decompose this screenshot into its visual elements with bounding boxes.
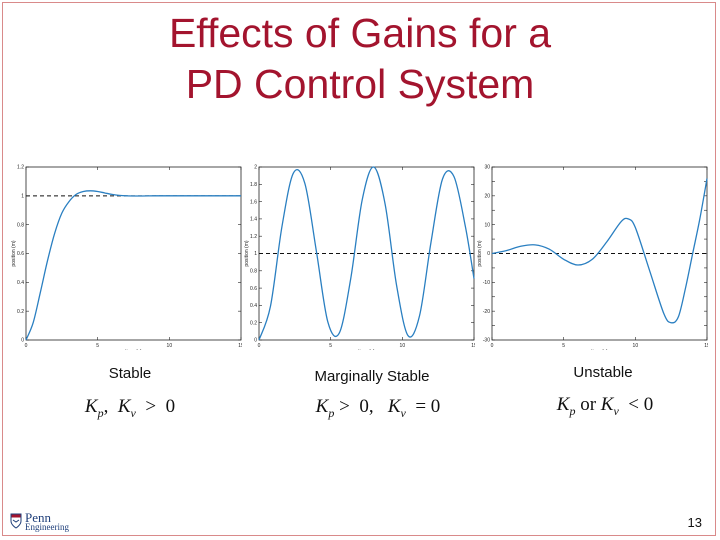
y-tick-label: 2: [254, 165, 257, 171]
x-tick-label: 0: [491, 343, 494, 349]
plot-area: [25, 166, 242, 341]
logo-sub: Engineering: [25, 522, 69, 532]
x-tick-label: 15: [471, 343, 475, 349]
x-tick-label: 15: [238, 343, 242, 349]
y-tick-label: 0.8: [250, 269, 257, 275]
y-tick-label: 30: [484, 165, 490, 171]
marginally-stable-response-chart: 0 5 10 15 0 0.2 0.4 0.6 0.8 1 1.2 1.4 1.6 1.8 2 time (s…: [243, 160, 475, 350]
y-tick-label: 0.4: [250, 303, 257, 309]
y-tick-label: 1: [254, 251, 257, 257]
math-k: K: [600, 394, 614, 415]
title-line-2: PD Control System: [185, 61, 535, 107]
y-tick-label: 0: [254, 338, 257, 344]
math-rest: = 0: [405, 396, 441, 417]
y-tick-label: -10: [483, 280, 490, 286]
caption-unstable: Unstable: [573, 364, 633, 381]
y-axis-label: position (m): [11, 240, 17, 266]
condition-unstable: Kp or Kv < 0: [490, 394, 720, 419]
math-sub: v: [400, 405, 406, 420]
x-tick-label: 5: [562, 343, 565, 349]
response-line: [258, 166, 475, 341]
y-tick-label: 1: [21, 194, 24, 200]
y-tick-label: 1.2: [17, 165, 24, 171]
x-tick-label: 10: [400, 343, 406, 349]
math-sub: v: [613, 403, 619, 418]
y-tick-label: 0: [487, 251, 490, 257]
math-sep: > 0,: [334, 396, 388, 417]
y-tick-label: 0.4: [17, 280, 24, 286]
y-tick-label: 0.6: [17, 251, 24, 257]
caption-stable: Stable: [108, 365, 152, 382]
title-line-1: Effects of Gains for a: [168, 10, 552, 56]
y-tick-label: 0: [21, 338, 24, 344]
math-rest: > 0: [135, 396, 176, 417]
y-tick-label: 0.6: [250, 286, 257, 292]
condition-marginally-stable: Kp > 0, Kv = 0: [258, 396, 498, 421]
unstable-response-chart: 0 5 10 15 -30 -20 -10 0 10 20 30 time (s) position (…: [476, 160, 708, 350]
math-sep: or: [575, 394, 601, 415]
y-tick-label: 0.8: [17, 222, 24, 228]
math-k: K: [556, 394, 570, 415]
page-number: 13: [687, 515, 702, 530]
math-sub: v: [130, 405, 136, 420]
x-tick-label: 5: [329, 343, 332, 349]
math-rest: < 0: [618, 394, 654, 415]
condition-stable: Kp, Kv > 0: [15, 396, 245, 421]
y-tick-label: 1.2: [250, 234, 257, 240]
y-tick-label: 10: [484, 222, 490, 228]
y-tick-label: -30: [483, 338, 490, 344]
penn-engineering-logo: Penn Engineering: [10, 510, 90, 534]
x-axis-label: time (s): [125, 349, 142, 350]
x-tick-label: 15: [704, 343, 708, 349]
slide-title: Effects of Gains for a PD Control System: [0, 8, 720, 110]
response-line: [491, 178, 708, 324]
y-axis-label: position (m): [244, 240, 250, 266]
x-tick-label: 0: [25, 343, 28, 349]
math-sub: p: [328, 405, 335, 420]
chart-svg: 0 5 10 15 -30 -20 -10 0 10 20 30 time (s) position (…: [477, 165, 708, 350]
y-tick-label: 0.2: [250, 320, 257, 326]
chart-svg: 0 5 10 15 0 0.2 0.4 0.6 0.8 1 1.2 time (s) position …: [11, 165, 242, 350]
math-sub: p: [569, 403, 576, 418]
stable-response-chart: 0 5 10 15 0 0.2 0.4 0.6 0.8 1 1.2 time (s) position …: [10, 160, 242, 350]
math-sep: ,: [103, 396, 118, 417]
response-line: [25, 190, 241, 341]
x-tick-label: 5: [96, 343, 99, 349]
y-tick-label: 1.8: [250, 182, 257, 188]
x-tick-label: 10: [167, 343, 173, 349]
x-axis-label: time (s): [591, 349, 608, 350]
x-tick-label: 0: [258, 343, 261, 349]
x-tick-label: 10: [633, 343, 639, 349]
y-axis-label: position (m): [477, 240, 483, 266]
math-k: K: [387, 396, 401, 417]
shield-icon: [10, 513, 22, 529]
logo-name: Penn: [25, 510, 51, 525]
caption-marginally-stable: Marginally Stable: [314, 368, 430, 385]
chart-svg: 0 5 10 15 0 0.2 0.4 0.6 0.8 1 1.2 1.4 1.6 1.8 2 time (s…: [244, 165, 475, 350]
x-axis-label: time (s): [358, 349, 375, 350]
y-tick-label: 1.4: [250, 217, 257, 223]
y-tick-label: 1.6: [250, 199, 257, 205]
math-k: K: [117, 396, 131, 417]
math-k: K: [315, 396, 329, 417]
math-k: K: [84, 396, 98, 417]
y-tick-label: 0.2: [17, 309, 24, 315]
math-sub: p: [97, 405, 104, 420]
y-tick-label: 20: [484, 194, 490, 200]
y-tick-label: -20: [483, 309, 490, 315]
